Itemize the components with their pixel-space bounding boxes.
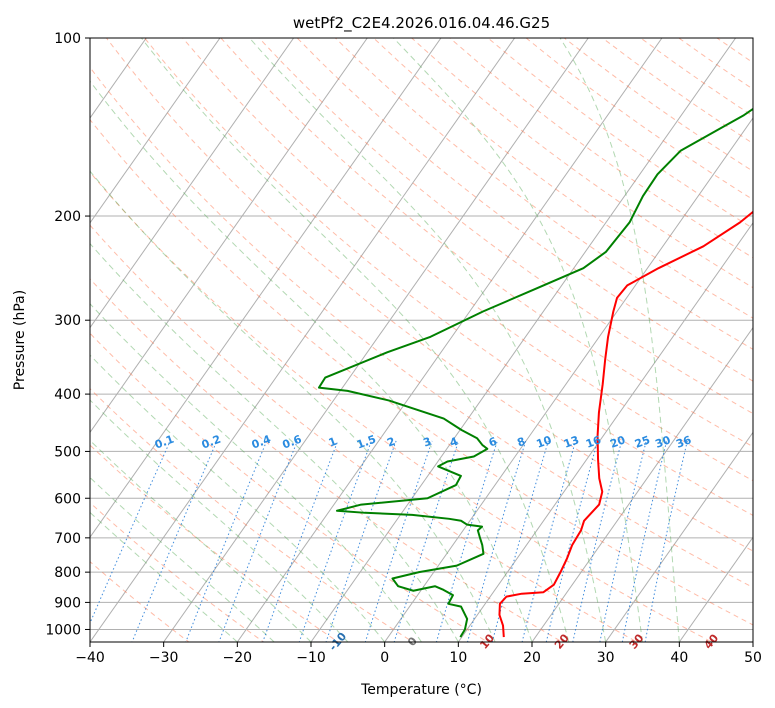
- dry-adiabat-line: [90, 502, 265, 642]
- chart-title: wetPf2_C2E4.2026.016.04.46.G25: [293, 14, 550, 33]
- y-axis-label: Pressure (hPa): [12, 290, 28, 390]
- mixing-ratio-label: 0.4: [250, 433, 273, 452]
- mixing-ratio-label: 25: [633, 433, 652, 450]
- y-tick-label: 100: [54, 31, 81, 47]
- x-tick-label: 20: [523, 650, 541, 666]
- mixing-ratio-label: 30: [653, 433, 672, 451]
- mixing-ratio-line: [466, 440, 527, 642]
- mixing-ratio-line: [298, 440, 372, 642]
- moist-adiabat-line: [141, 38, 570, 642]
- moist-adiabat-line: [90, 242, 459, 642]
- x-tick-label: 40: [670, 650, 688, 666]
- x-tick-label: 10: [449, 650, 467, 666]
- x-tick-label: −40: [75, 650, 105, 666]
- y-tick-label: 800: [54, 565, 81, 581]
- mixing-ratio-label: 0.2: [200, 433, 223, 452]
- moist-adiabat-line: [90, 303, 422, 642]
- mixing-ratio-line: [521, 440, 577, 642]
- mixing-ratio-label: 1: [327, 435, 339, 450]
- sounding-profiles: [317, 107, 753, 638]
- mixing-ratio-label: 8: [515, 435, 527, 450]
- isotherm-line: [236, 38, 663, 642]
- isotherm-line: [90, 38, 516, 642]
- moist-adiabat-line: [249, 38, 607, 642]
- temperature-profile-line: [498, 210, 753, 638]
- x-tick-label: −10: [296, 650, 326, 666]
- mixing-ratio-line: [491, 440, 549, 642]
- plot-frame: [89, 37, 754, 643]
- reference-line-labels: 0.10.20.40.611.52346810131620253036-100-…: [153, 433, 722, 654]
- x-tick-label: 50: [744, 650, 762, 666]
- x-axis-label: Temperature (°C): [360, 682, 482, 698]
- moist-adiabat-line: [90, 439, 312, 642]
- x-tick-label: −20: [223, 650, 253, 666]
- mixing-ratio-line: [131, 440, 218, 642]
- mixing-ratio-label: 13: [562, 433, 581, 450]
- mixing-ratio-label: 16: [584, 433, 603, 451]
- dry-adiabat-line: [90, 387, 414, 642]
- isotherm-line: [457, 221, 753, 642]
- mixing-ratio-label: 20: [608, 433, 627, 451]
- isotherm-line: [678, 536, 753, 642]
- isotherm-line: [90, 38, 442, 539]
- mixing-ratio-label: 3: [421, 435, 433, 450]
- moist-adiabat-line: [90, 80, 533, 642]
- isotherm-line: [310, 38, 737, 642]
- mixing-ratio-line: [90, 440, 171, 625]
- dry-adiabat-line: [182, 38, 753, 482]
- dry-adiabat-line: [334, 38, 753, 350]
- moist-adiabat-line: [393, 38, 643, 642]
- moist-adiabat-line: [90, 354, 386, 642]
- y-tick-label: 300: [54, 313, 81, 329]
- dry-adiabat-line: [372, 38, 753, 319]
- mixing-ratio-label: 0.1: [153, 433, 176, 452]
- moist-adiabat-line: [90, 511, 238, 642]
- dry-adiabat-line: [90, 332, 489, 642]
- isotherm-line: [90, 38, 368, 434]
- isotherm-line: [163, 38, 589, 642]
- mixing-ratio-line: [393, 440, 460, 642]
- dry-adiabat-line: [90, 118, 753, 626]
- y-tick-label: 400: [54, 387, 81, 403]
- y-tick-label: 600: [54, 491, 81, 507]
- dry-adiabat-line: [105, 38, 753, 552]
- moist-adiabat-line: [90, 170, 496, 642]
- dewpoint-profile-line: [317, 107, 753, 638]
- y-axis: 1000 900 800 700 600 500 400 300 200 100: [45, 31, 90, 638]
- mixing-ratio-label: 10: [535, 433, 554, 451]
- mixing-ratio-line: [325, 440, 397, 642]
- x-axis: −40 −30 −20 −10 0 10 20 30 40 50: [75, 642, 762, 666]
- y-tick-label: 200: [54, 209, 81, 225]
- isotherm-line: [90, 38, 221, 224]
- mixing-ratio-line: [435, 440, 498, 642]
- x-tick-label: −30: [149, 650, 179, 666]
- dry-adiabat-line: [90, 444, 340, 642]
- dry-adiabat-line: [90, 66, 753, 589]
- moist-adiabat-line: [90, 476, 275, 642]
- mixing-ratio-label: 0.6: [281, 433, 304, 452]
- mixing-ratio-label: 2: [385, 435, 397, 450]
- dry-adiabat-line: [90, 278, 564, 642]
- y-tick-label: 900: [54, 595, 81, 611]
- isotherm-line: [605, 431, 753, 642]
- mixing-ratio-label: 36: [674, 433, 693, 451]
- isotherm-line: [531, 326, 753, 642]
- y-tick-label: 500: [54, 444, 81, 460]
- background-lines: [90, 38, 753, 642]
- mixing-ratio-label: 1.5: [355, 433, 378, 452]
- dry-adiabat-line: [258, 38, 753, 415]
- y-tick-label: 1000: [45, 622, 81, 638]
- mixing-ratio-line: [364, 440, 433, 642]
- x-tick-label: 30: [597, 650, 615, 666]
- mixing-ratio-label: 6: [487, 435, 499, 450]
- mixing-ratio-label: 4: [448, 435, 460, 450]
- y-tick-label: 700: [54, 531, 81, 547]
- x-tick-label: 0: [380, 650, 389, 666]
- isotherm-line: [90, 38, 295, 329]
- dry-adiabat-line: [90, 171, 713, 642]
- moist-adiabat-line: [559, 38, 680, 642]
